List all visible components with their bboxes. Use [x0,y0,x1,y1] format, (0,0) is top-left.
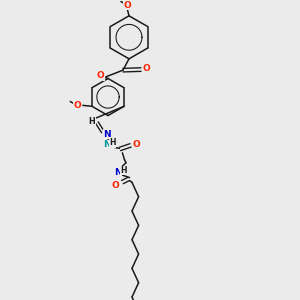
Text: O: O [97,71,105,80]
Text: N: N [114,168,122,177]
Text: O: O [112,181,120,190]
Text: H: H [109,139,116,148]
Text: H: H [89,117,95,126]
Text: O: O [142,64,150,74]
Text: O: O [124,1,131,10]
Text: O: O [132,140,140,149]
Text: H: H [120,166,127,175]
Text: N: N [103,140,111,149]
Text: N: N [103,130,111,139]
Text: O: O [73,101,81,110]
